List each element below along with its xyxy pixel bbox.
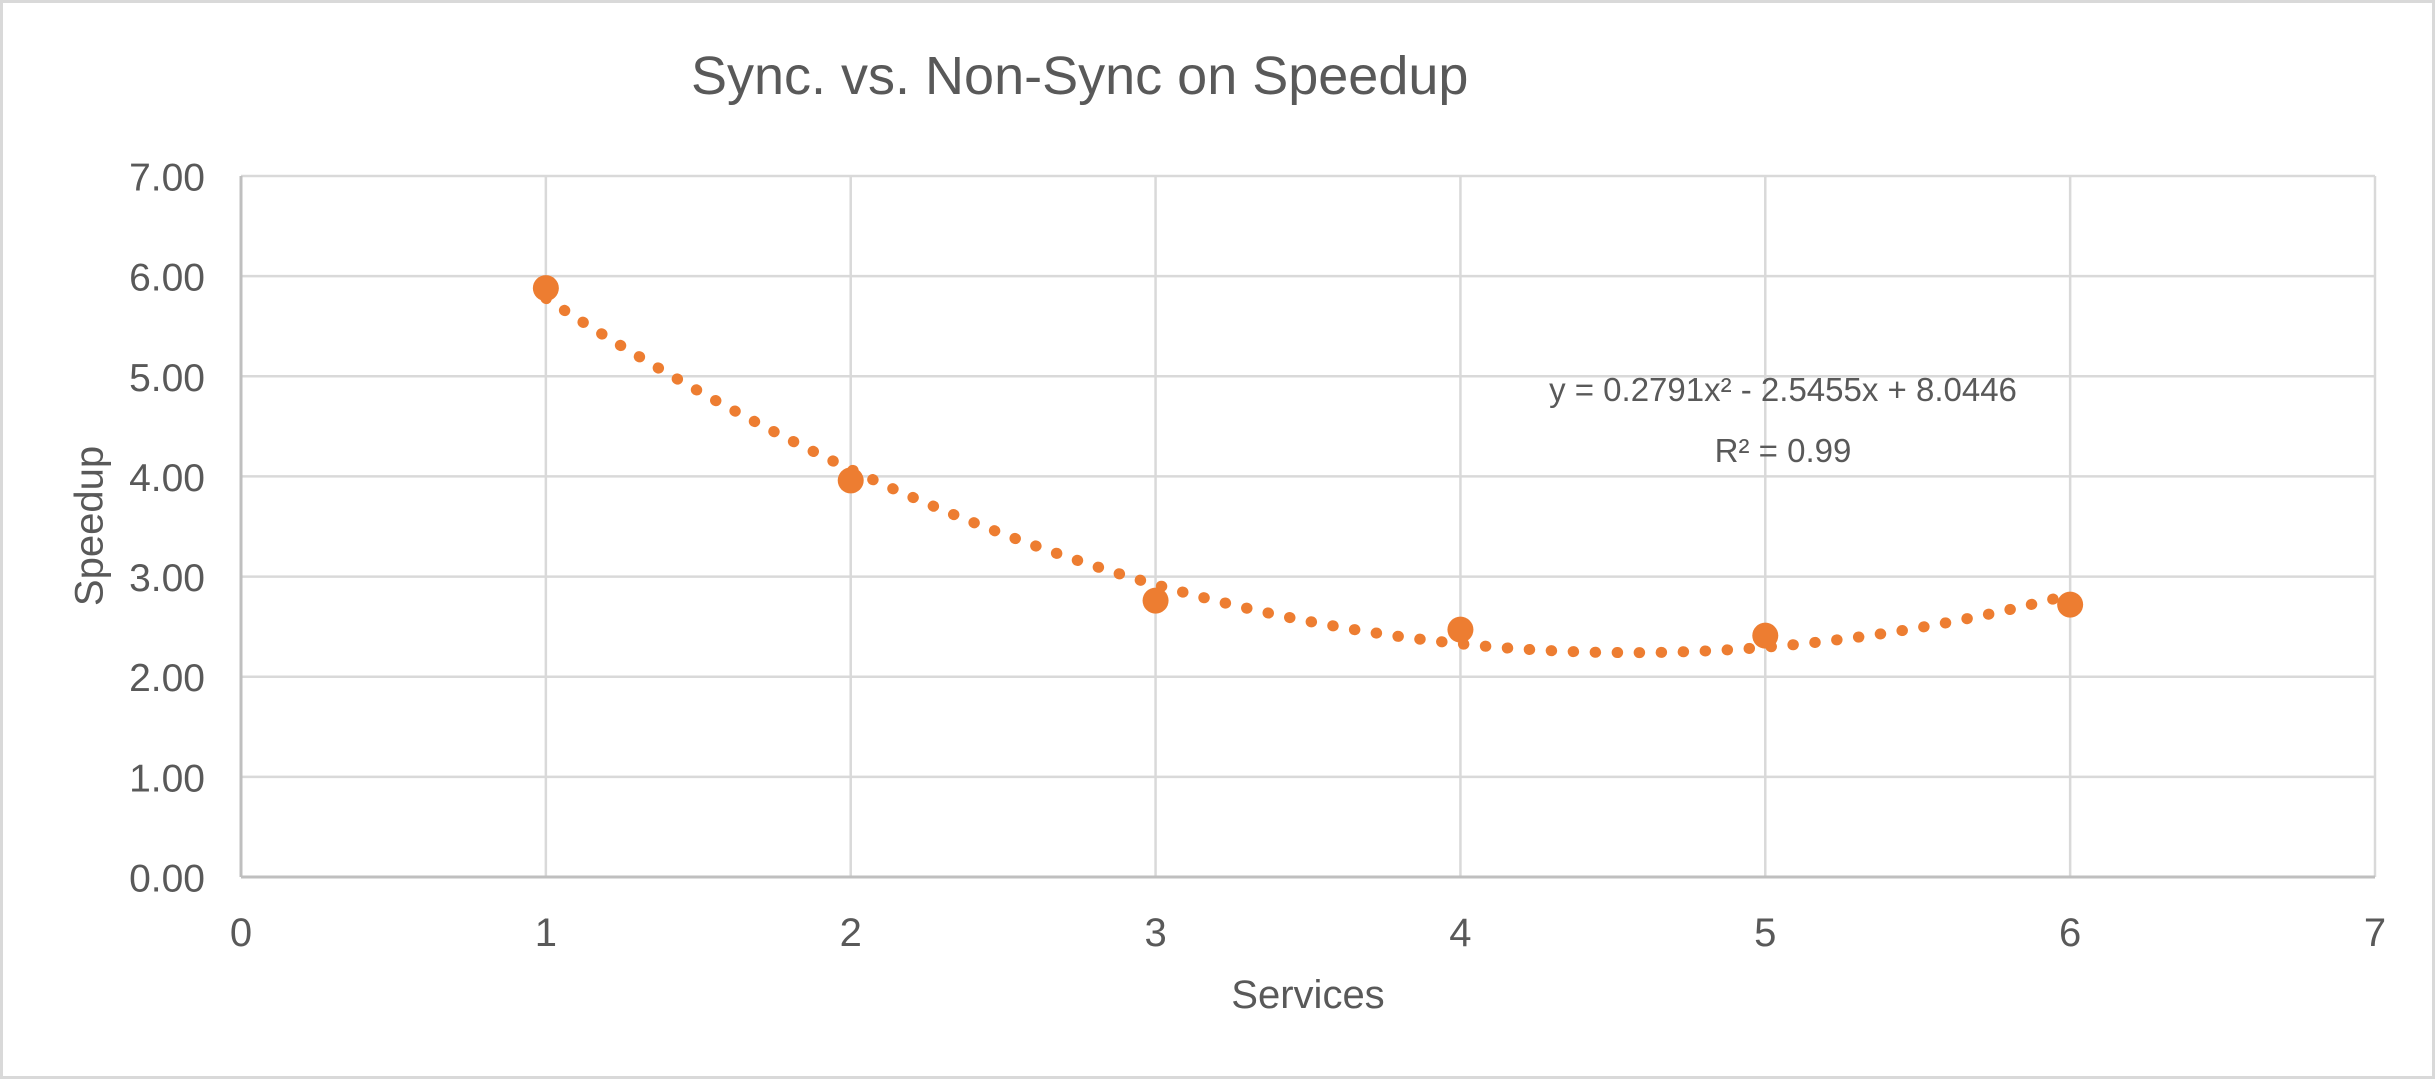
x-tick-label: 7 <box>2364 911 2386 955</box>
plot-area: 0.00 1.00 2.00 3.00 4.00 5.00 6.00 7.00 0 1 2 3 4 5 6 7 <box>129 157 2386 956</box>
r-squared-value: R² = 0.99 <box>1714 432 1852 470</box>
data-point <box>1142 587 1169 614</box>
y-tick-label: 4.00 <box>129 457 205 500</box>
trendline-label: y = 0.2791x² - 2.5455x + 8.0446 R² = 0.9… <box>1549 359 2017 481</box>
data-point <box>1752 622 1779 649</box>
x-tick-label: 0 <box>230 911 252 955</box>
data-point <box>2057 591 2084 618</box>
y-tick-label: 5.00 <box>129 357 205 400</box>
y-tick-label: 1.00 <box>129 757 205 800</box>
data-point <box>1447 616 1474 643</box>
x-tick-label: 2 <box>840 911 862 955</box>
trendline <box>540 292 2076 659</box>
chart-title: Sync. vs. Non-Sync on Speedup <box>691 46 1469 106</box>
x-tick-label: 1 <box>535 911 557 955</box>
data-point <box>837 467 864 494</box>
y-tick-label: 7.00 <box>129 157 205 200</box>
x-tick-label: 5 <box>1754 911 1776 955</box>
x-tick-label: 3 <box>1144 911 1166 955</box>
trendline-equation: y = 0.2791x² - 2.5455x + 8.0446 <box>1549 371 2017 408</box>
x-tick-label: 4 <box>1449 911 1471 955</box>
x-axis-title: Services <box>1231 973 1385 1017</box>
y-tick-label: 6.00 <box>129 257 205 300</box>
y-tick-label: 3.00 <box>129 557 205 600</box>
y-tick-label: 0.00 <box>129 858 205 901</box>
y-tick-label: 2.00 <box>129 657 205 700</box>
data-point <box>532 275 559 302</box>
x-tick-label: 6 <box>2059 911 2081 955</box>
